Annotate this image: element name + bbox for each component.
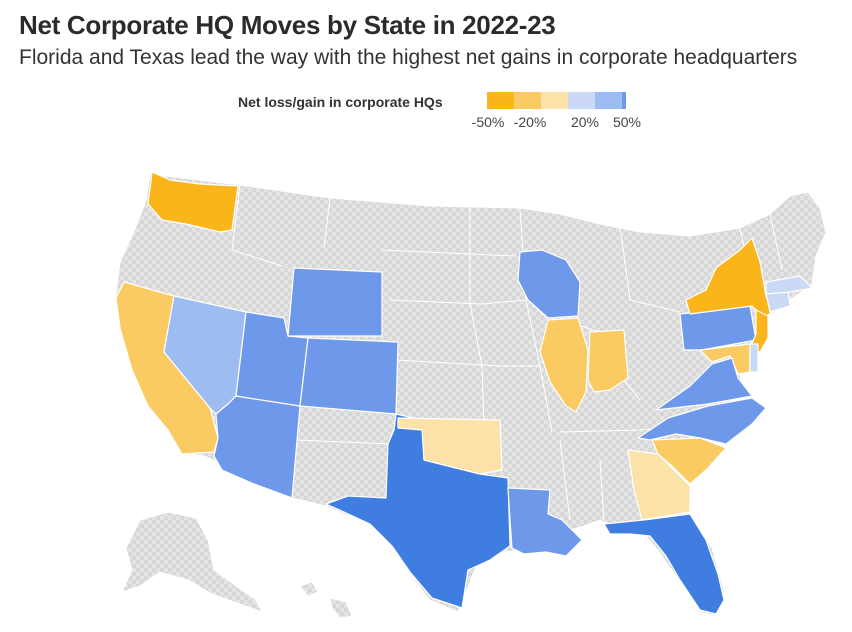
state-texas[interactable]	[325, 413, 511, 609]
legend-tick-20: 20%	[570, 114, 600, 130]
state-illinois[interactable]	[539, 317, 589, 413]
hawaii-shape	[299, 581, 353, 619]
state-north-carolina[interactable]	[637, 397, 767, 445]
state-louisiana[interactable]	[507, 487, 583, 557]
legend-swatch-6	[622, 92, 626, 109]
state-florida[interactable]	[603, 513, 725, 615]
legend-swatch-2	[514, 92, 541, 109]
legend-swatch-1	[487, 92, 514, 109]
state-arizona[interactable]	[213, 395, 301, 499]
legend-tick-neg20: -20%	[513, 114, 547, 130]
state-virginia[interactable]	[655, 357, 753, 411]
legend-swatch-5	[595, 92, 622, 109]
state-delaware[interactable]	[749, 343, 759, 373]
legend-tick-neg50: -50%	[471, 114, 505, 130]
state-new-york[interactable]	[685, 237, 773, 319]
state-wyoming[interactable]	[287, 267, 383, 337]
state-massachusetts[interactable]	[765, 275, 813, 295]
legend-tick-50: 50%	[612, 114, 642, 130]
map-title: Net Corporate HQ Moves by State in 2022-…	[19, 10, 556, 40]
legend-label: Net loss/gain in corporate HQs	[238, 94, 443, 110]
state-indiana[interactable]	[587, 329, 629, 393]
state-colorado[interactable]	[299, 337, 399, 415]
legend-swatch-3	[541, 92, 568, 109]
state-oklahoma[interactable]	[397, 417, 503, 475]
legend: Net loss/gain in corporate HQs -50% -20%…	[0, 92, 852, 136]
state-washington[interactable]	[147, 171, 239, 233]
state-georgia[interactable]	[627, 449, 691, 521]
state-wisconsin[interactable]	[517, 249, 581, 319]
map-subtitle: Florida and Texas lead the way with the …	[19, 46, 798, 69]
legend-swatch-4	[568, 92, 595, 109]
us-map	[115, 171, 827, 619]
alaska-shape	[121, 511, 264, 613]
state-new-jersey[interactable]	[749, 309, 769, 353]
